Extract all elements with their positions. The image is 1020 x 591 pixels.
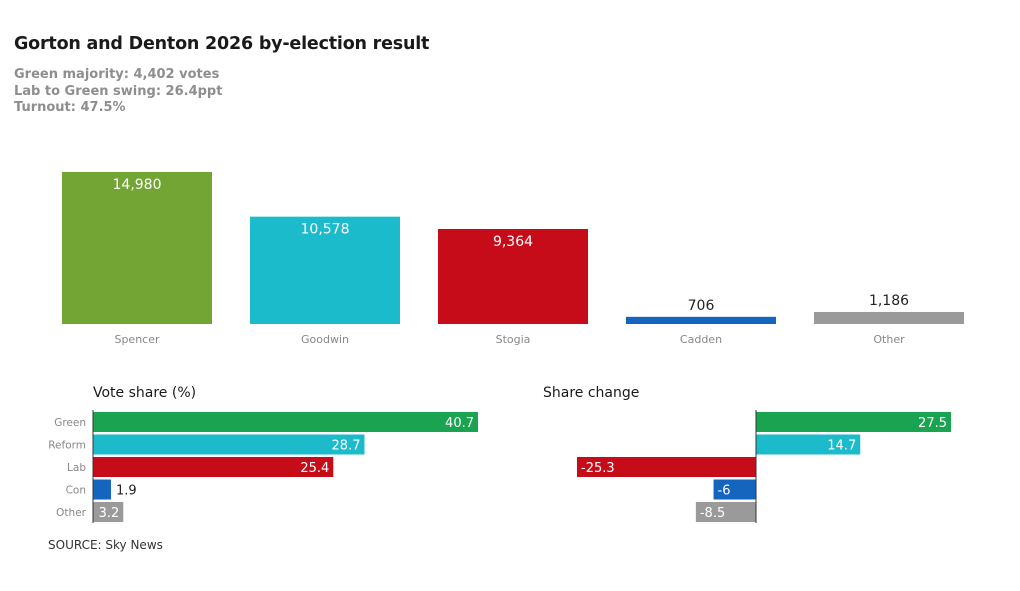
value-label-spencer: 14,980 bbox=[113, 177, 162, 193]
share-category-other: Other bbox=[56, 507, 86, 519]
change-bar-green bbox=[756, 412, 951, 432]
share-bar-other bbox=[93, 502, 124, 522]
chart-subtitle: Green majority: 4,402 votes Lab to Green… bbox=[14, 67, 222, 117]
share-category-lab: Lab bbox=[67, 462, 86, 474]
share-value-con: 1.9 bbox=[116, 484, 137, 499]
change-bar-other bbox=[695, 502, 756, 522]
change-value-green: 27.5 bbox=[918, 416, 947, 431]
value-label-goodwin: 10,578 bbox=[301, 222, 350, 238]
bar-spencer bbox=[62, 172, 212, 324]
share-category-reform: Reform bbox=[48, 440, 86, 452]
share-value-lab: 25.4 bbox=[300, 461, 329, 476]
majority-line: Green majority: 4,402 votes bbox=[14, 67, 220, 82]
change-value-reform: 14.7 bbox=[827, 439, 856, 454]
vote-share-title: Vote share (%) bbox=[93, 385, 196, 401]
bar-cadden bbox=[626, 316, 776, 324]
share-bar-lab bbox=[93, 457, 334, 477]
turnout-line: Turnout: 47.5% bbox=[14, 100, 126, 115]
change-value-con: -6 bbox=[718, 484, 731, 499]
change-bar-lab bbox=[577, 457, 756, 477]
category-label-stogia: Stogia bbox=[496, 333, 531, 346]
share-value-other: 3.2 bbox=[99, 506, 120, 521]
category-label-cadden: Cadden bbox=[680, 333, 722, 346]
source-note: SOURCE: Sky News bbox=[48, 538, 163, 552]
category-label-goodwin: Goodwin bbox=[301, 333, 349, 346]
share-bar-con bbox=[93, 479, 111, 500]
bar-stogia bbox=[438, 228, 588, 324]
bar-other bbox=[814, 311, 964, 324]
value-label-stogia: 9,364 bbox=[493, 234, 533, 250]
share-category-con: Con bbox=[66, 485, 86, 497]
swing-line: Lab to Green swing: 26.4ppt bbox=[14, 83, 223, 99]
share-value-green: 40.7 bbox=[445, 416, 474, 431]
change-value-lab: -25.3 bbox=[581, 461, 615, 476]
chart-title: Gorton and Denton 2026 by-election resul… bbox=[14, 34, 430, 54]
bar-goodwin bbox=[250, 216, 400, 324]
share-bar-green bbox=[93, 412, 478, 432]
share-value-reform: 28.7 bbox=[332, 439, 361, 454]
share-bar-reform bbox=[93, 434, 365, 455]
category-label-spencer: Spencer bbox=[114, 333, 160, 346]
share-change-title: Share change bbox=[543, 385, 639, 401]
change-bar-reform bbox=[756, 434, 861, 455]
category-label-other: Other bbox=[873, 333, 905, 346]
change-bar-con bbox=[713, 479, 756, 500]
share-category-green: Green bbox=[54, 417, 86, 429]
value-label-other: 1,186 bbox=[869, 293, 909, 309]
value-label-cadden: 706 bbox=[688, 298, 715, 314]
change-value-other: -8.5 bbox=[700, 506, 725, 521]
